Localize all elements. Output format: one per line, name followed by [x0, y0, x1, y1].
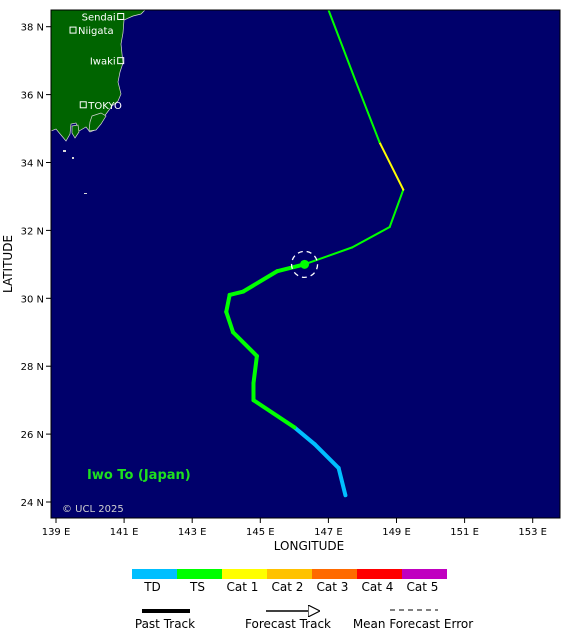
forecast-track-segment	[327, 10, 357, 83]
city-marker	[69, 26, 77, 34]
y-tick-label: 34 N	[21, 159, 44, 170]
forecast-error-circle	[290, 250, 319, 279]
y-tick-label: 32 N	[21, 226, 44, 237]
x-tick-label: 147 E	[314, 527, 343, 538]
legend-swatch	[357, 569, 402, 579]
city-label: Niigata	[78, 26, 114, 37]
city-label: Iwaki	[90, 57, 116, 68]
legend-swatch	[132, 569, 177, 579]
y-tick-label: 28 N	[21, 362, 44, 373]
forecast-track-segment	[378, 141, 405, 191]
past-track-segment	[224, 292, 232, 314]
y-tick-label: 38 N	[21, 23, 44, 34]
past-track-segment	[224, 309, 236, 335]
x-tick-label: 143 E	[178, 527, 207, 538]
japan-landmass	[51, 10, 146, 142]
city-label: TOKYO	[87, 101, 122, 112]
x-axis-label: LONGITUDE	[274, 539, 344, 553]
current-position-marker	[300, 259, 310, 269]
past-track-segment	[251, 398, 297, 430]
legend-swatch	[267, 569, 312, 579]
small-island	[63, 150, 66, 152]
map-frame	[50, 9, 561, 519]
past-track-legend: Past Track	[135, 609, 195, 631]
past-track-segment	[275, 262, 307, 274]
x-tick-label: 139 E	[42, 527, 71, 538]
small-island	[72, 157, 74, 159]
y-tick-label: 24 N	[21, 498, 44, 509]
watermark: © UCL 2025	[62, 504, 124, 515]
legend-label: Cat 4	[362, 580, 394, 594]
y-axis-label: LATITUDE	[1, 235, 15, 293]
forecast-error-legend: Mean Forecast Error	[353, 609, 473, 631]
legend-label: Cat 3	[317, 580, 349, 594]
forecast-track-segment	[303, 246, 354, 266]
forecast-track-legend: Forecast Track	[245, 611, 331, 631]
forecast-error-legend-label: Mean Forecast Error	[353, 617, 473, 631]
past-track-segment	[231, 330, 259, 359]
y-tick-label: 26 N	[21, 430, 44, 441]
x-tick-label: 151 E	[450, 527, 479, 538]
city-label: Sendai	[82, 13, 116, 24]
category-legend: TD TS Cat 1 Cat 2 Cat 3 Cat 4 Cat 5	[132, 569, 447, 594]
legend-label: Cat 1	[227, 580, 259, 594]
legend-swatch	[402, 569, 447, 579]
x-tick-label: 141 E	[110, 527, 139, 538]
forecast-track-segment	[354, 80, 381, 144]
past-track-segment	[251, 354, 259, 386]
boso-peninsula	[88, 112, 107, 132]
forecast-track-segment	[351, 226, 391, 249]
region-label: Iwo To (Japan)	[87, 468, 191, 483]
past-track-segment	[241, 269, 280, 294]
small-island	[84, 193, 87, 194]
legend-swatch	[177, 569, 222, 579]
legend-swatch	[312, 569, 357, 579]
x-tick-label: 153 E	[518, 527, 547, 538]
city-marker	[79, 101, 87, 109]
forecast-track-segment	[388, 188, 405, 229]
city-marker	[117, 57, 125, 65]
past-track-segment	[312, 442, 341, 471]
legend-label: TS	[189, 580, 205, 594]
legend-swatch	[222, 569, 267, 579]
past-track-segment	[336, 466, 348, 498]
legend-label: Cat 2	[272, 580, 304, 594]
izu-peninsula	[71, 124, 80, 139]
past-track-segment	[227, 289, 246, 297]
x-tick-label: 149 E	[382, 527, 411, 538]
past-track-legend-label: Past Track	[135, 617, 195, 631]
legend-label: Cat 5	[407, 580, 439, 594]
legend-label: TD	[143, 580, 161, 594]
y-tick-label: 36 N	[21, 91, 44, 102]
forecast-track-legend-label: Forecast Track	[245, 617, 331, 631]
past-track-segment	[292, 425, 317, 447]
x-tick-label: 145 E	[246, 527, 275, 538]
city-marker	[117, 13, 125, 21]
y-tick-label: 30 N	[21, 294, 44, 305]
